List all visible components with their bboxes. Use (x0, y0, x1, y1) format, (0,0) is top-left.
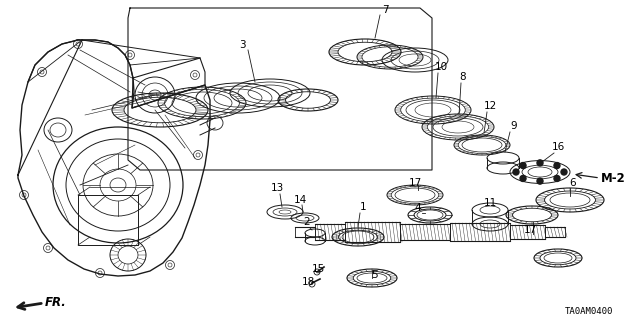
Text: 3: 3 (239, 40, 245, 50)
Circle shape (537, 178, 543, 184)
Circle shape (554, 175, 560, 182)
Text: 15: 15 (312, 264, 324, 274)
Text: 12: 12 (483, 101, 497, 111)
Text: 4: 4 (415, 203, 421, 213)
Text: M-2: M-2 (601, 172, 626, 184)
Circle shape (520, 175, 526, 182)
Text: 6: 6 (570, 178, 576, 188)
Text: 1: 1 (360, 202, 366, 212)
Text: 11: 11 (483, 198, 497, 208)
Text: 13: 13 (270, 183, 284, 193)
Text: 17: 17 (524, 225, 536, 235)
Circle shape (554, 163, 560, 168)
Text: 2: 2 (304, 217, 310, 227)
Text: 14: 14 (293, 195, 307, 205)
Text: 7: 7 (381, 5, 388, 15)
Circle shape (513, 169, 519, 175)
Text: 17: 17 (408, 178, 422, 188)
Text: 5: 5 (371, 270, 378, 280)
Text: 10: 10 (435, 62, 447, 72)
Text: FR.: FR. (45, 296, 67, 309)
Circle shape (561, 169, 567, 175)
Circle shape (520, 163, 526, 168)
Circle shape (537, 160, 543, 166)
Text: 9: 9 (511, 121, 517, 131)
Text: 8: 8 (460, 72, 467, 82)
Text: 16: 16 (552, 142, 564, 152)
Text: 18: 18 (301, 277, 315, 287)
Text: TA0AM0400: TA0AM0400 (565, 308, 613, 316)
